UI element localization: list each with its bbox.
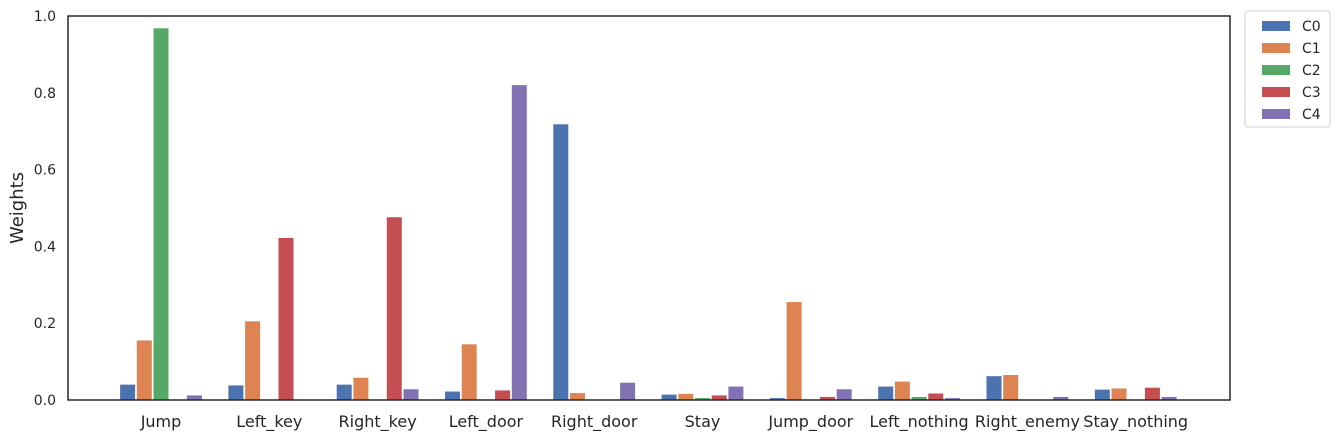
bar-c0-left-key xyxy=(228,385,244,400)
x-tick-label: Jump_door xyxy=(767,412,853,432)
legend-label-c2: C2 xyxy=(1302,63,1321,79)
bar-c0-stay-nothing xyxy=(1094,389,1110,400)
bar-c0-right-door xyxy=(553,124,569,400)
legend-swatch-c0 xyxy=(1262,21,1290,31)
x-tick-label: Left_key xyxy=(236,412,302,432)
bar-c4-left-nothing xyxy=(945,398,960,400)
bar-c3-jump-door xyxy=(820,396,835,400)
bar-c3-right-key xyxy=(386,217,402,400)
bar-c1-right-door xyxy=(570,393,585,400)
bar-c1-left-door xyxy=(461,344,477,400)
bar-c0-jump xyxy=(120,384,136,400)
x-tick-label: Right_enemy xyxy=(975,412,1080,432)
bar-c4-jump xyxy=(186,395,202,400)
bar-c3-stay xyxy=(711,395,727,400)
x-tick-label: Left_nothing xyxy=(870,412,969,432)
y-tick-label: 0.2 xyxy=(34,316,56,332)
legend-label-c4: C4 xyxy=(1302,107,1321,123)
y-tick-label: 0.4 xyxy=(34,239,56,255)
plot-frame xyxy=(67,15,1231,401)
bar-c2-jump xyxy=(153,28,169,400)
bar-c1-jump xyxy=(136,340,152,400)
legend-label-c1: C1 xyxy=(1302,41,1321,57)
bar-c0-right-key xyxy=(336,384,352,400)
bar-c1-stay xyxy=(678,393,694,400)
bar-c1-jump-door xyxy=(786,302,802,400)
y-tick-label: 0.8 xyxy=(34,86,56,102)
bar-c4-right-key xyxy=(403,389,419,400)
x-tick-label: Left_door xyxy=(449,412,524,432)
bar-c3-left-key xyxy=(278,237,294,400)
bar-c4-right-enemy xyxy=(1053,396,1069,400)
bar-c0-left-nothing xyxy=(878,386,894,400)
y-axis-ticks: 0.0 0.2 0.4 0.6 0.8 1.0 xyxy=(34,9,56,409)
legend-label-c0: C0 xyxy=(1302,19,1321,35)
legend-swatch-c1 xyxy=(1262,43,1290,53)
bar-c1-stay-nothing xyxy=(1111,388,1127,400)
x-tick-label: Stay xyxy=(685,412,721,431)
legend-swatch-c2 xyxy=(1262,65,1290,75)
bar-c4-right-door xyxy=(620,382,636,400)
x-tick-label: Stay_nothing xyxy=(1083,412,1188,432)
bar-c4-stay-nothing xyxy=(1161,396,1177,400)
y-tick-label: 0.6 xyxy=(34,163,56,179)
x-axis-labels: Jump Left_key Right_key Left_door Right_door… xyxy=(140,412,1188,432)
bar-c0-right-enemy xyxy=(986,376,1002,400)
bar-c4-jump-door xyxy=(836,389,852,400)
bar-c2-stay xyxy=(695,398,710,400)
legend-label-c3: C3 xyxy=(1302,85,1321,101)
bars-layer xyxy=(120,28,1177,401)
bar-c0-stay xyxy=(661,394,677,400)
x-tick-label: Right_key xyxy=(339,412,417,432)
bar-c4-left-door xyxy=(511,85,527,401)
y-axis-title: Weights xyxy=(7,172,28,244)
legend-swatch-c4 xyxy=(1262,109,1290,119)
bar-c2-left-nothing xyxy=(911,396,927,400)
legend: C0 C1 C2 C3 C4 xyxy=(1244,10,1331,128)
bar-c1-right-key xyxy=(353,377,369,400)
bar-c0-jump-door xyxy=(769,398,785,400)
bar-c3-left-nothing xyxy=(928,393,944,400)
legend-swatch-c3 xyxy=(1262,87,1290,97)
bar-c3-stay-nothing xyxy=(1144,387,1160,400)
bar-c1-left-nothing xyxy=(894,381,910,400)
y-tick-label: 0.0 xyxy=(34,393,56,409)
bar-c4-stay xyxy=(728,386,744,400)
bar-c3-left-door xyxy=(495,390,511,400)
bar-c1-left-key xyxy=(245,321,261,400)
bar-c0-left-door xyxy=(445,391,460,400)
x-tick-label: Jump xyxy=(140,412,182,431)
y-tick-label: 1.0 xyxy=(34,9,56,25)
bar-c1-right-enemy xyxy=(1003,375,1019,400)
x-tick-label: Right_door xyxy=(551,412,638,432)
